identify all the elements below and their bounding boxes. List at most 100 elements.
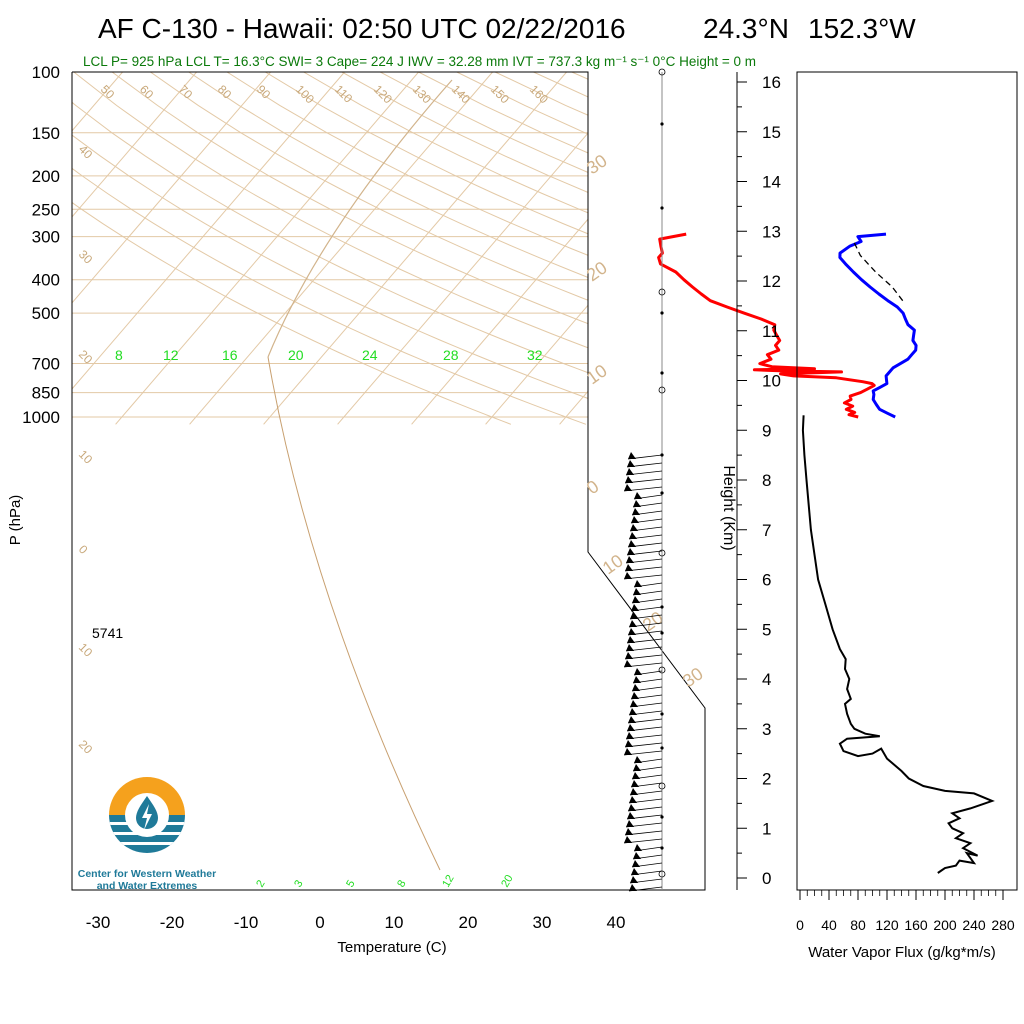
wind-dot xyxy=(660,122,664,126)
wind-barb-flag xyxy=(624,660,632,667)
logo-text-line1: Center for Western Weather xyxy=(78,868,216,880)
isotherm-line xyxy=(72,72,271,425)
wind-barb-flag xyxy=(633,676,641,683)
flux-tick-label: 280 xyxy=(991,917,1015,933)
mixing-ratio-line xyxy=(938,280,944,425)
height-tick-label: 16 xyxy=(762,73,781,92)
wind-barb-flag xyxy=(630,876,638,883)
skewt-frame xyxy=(71,71,706,891)
dry-adiabat-label: 140 xyxy=(449,82,473,106)
wind-barb-flag xyxy=(625,564,633,571)
wind-barb-flag xyxy=(631,868,639,875)
parcel-path-line xyxy=(267,79,453,358)
dry-adiabat-lines xyxy=(72,72,705,425)
mixing-ratio-label: 28 xyxy=(443,347,459,363)
wind-barb-flag xyxy=(627,460,635,467)
wind-barb-flag xyxy=(630,700,638,707)
calm-wind-marker xyxy=(658,386,666,394)
height-tick-label: 7 xyxy=(762,521,771,540)
height-tick-label: 12 xyxy=(762,272,781,291)
isotherm-line xyxy=(856,72,1024,424)
dry-adiabat-line xyxy=(226,72,705,425)
temperature-tick-labels: -30 -20 -10 0 10 20 30 40 xyxy=(86,913,626,932)
dry-adiabat-label: 50 xyxy=(98,82,118,102)
temperature-tick-label: 40 xyxy=(607,913,626,932)
height-500-label: 5741 xyxy=(92,625,123,641)
temperature-tick-label: -30 xyxy=(86,913,111,932)
right-isotherm-labels: 30 20 10 0 10 20 30 xyxy=(583,150,707,691)
left-isotherm-label: 40 xyxy=(76,142,96,162)
sounding-series xyxy=(657,232,918,419)
temperature-tick-label: 10 xyxy=(385,913,404,932)
wind-barb-flag xyxy=(634,844,642,851)
mixing-ratio-line xyxy=(740,280,768,425)
vapor-flux-frame xyxy=(796,71,1018,891)
right-isotherm-label: 0 xyxy=(583,476,603,498)
mixing-ratio-line xyxy=(954,280,959,425)
lightning-icon xyxy=(142,804,152,830)
wind-barb-flag xyxy=(626,644,634,651)
mixing-ratio-label: 32 xyxy=(527,347,543,363)
right-isotherm-label: 10 xyxy=(583,360,611,388)
wind-dot xyxy=(660,631,664,635)
mixing-ratio-bottom-label: 3 xyxy=(292,878,305,889)
wind-barb-flag xyxy=(625,828,633,835)
dry-adiabat-label: 70 xyxy=(176,82,196,102)
height-tick-label: 5 xyxy=(762,620,771,639)
height-tick-label: 10 xyxy=(762,372,781,391)
wind-barb-flag xyxy=(631,516,639,523)
vapor-flux-series xyxy=(801,415,995,874)
wind-dot xyxy=(660,371,664,375)
pressure-tick-label: 1000 xyxy=(22,408,60,427)
height-tick-label: 2 xyxy=(762,770,771,789)
mixing-ratio-bottom-labels: 2 3 5 8 12 20 xyxy=(254,873,516,890)
temperature-axis-label: Temperature (C) xyxy=(337,939,446,956)
wind-barb-flag xyxy=(631,780,639,787)
dry-adiabat-label: 130 xyxy=(410,82,434,106)
wind-dot xyxy=(660,206,664,210)
wind-dot xyxy=(660,491,664,495)
calm-wind-marker xyxy=(658,782,666,790)
right-isotherm-label: 30 xyxy=(583,150,611,178)
temperature-tick-label: -10 xyxy=(234,913,259,932)
wind-barb-flag xyxy=(627,548,635,555)
height-axis-label: Height (Km) xyxy=(720,465,737,550)
isotherm-line xyxy=(485,72,705,425)
height-tick-label: 15 xyxy=(762,123,781,142)
wind-barb-flag xyxy=(633,588,641,595)
mixing-ratio-labels: 8 12 16 20 24 28 32 xyxy=(115,347,543,363)
wind-barb-flag xyxy=(634,580,642,587)
vapor-flux-tick-labels: 0 40 80 120 160 200 240 280 xyxy=(796,890,1015,933)
dry-adiabat-line xyxy=(456,72,705,425)
flux-tick-label: 40 xyxy=(821,917,837,933)
wind-dot xyxy=(660,712,664,716)
right-isotherm-label: 10 xyxy=(599,550,627,578)
wind-barbs xyxy=(623,68,666,892)
pressure-tick-label: 700 xyxy=(32,355,60,374)
dry-adiabat-line xyxy=(379,72,705,425)
dry-adiabat-line xyxy=(72,72,587,425)
wind-barb-flag xyxy=(631,604,639,611)
wind-barb-flag xyxy=(626,556,634,563)
wind-barb-flag xyxy=(625,476,633,483)
height-tick-label: 4 xyxy=(762,670,771,689)
mixing-ratio-line xyxy=(791,280,814,425)
right-isotherm-label: 20 xyxy=(639,607,667,635)
wind-dot xyxy=(660,815,664,819)
pressure-tick-labels: 100 150 200 250 300 400 500 700 850 1000 xyxy=(22,63,60,427)
wind-barb-flag xyxy=(627,812,635,819)
dry-adiabat-line xyxy=(72,72,662,425)
wind-barb-flag xyxy=(633,500,641,507)
height-tick-label: 0 xyxy=(762,869,771,888)
wind-barb-flag xyxy=(624,748,632,755)
flux-tick-label: 160 xyxy=(904,917,928,933)
wind-barb-flag xyxy=(628,540,636,547)
wind-dot xyxy=(660,453,664,457)
wind-barb-flag xyxy=(631,692,639,699)
dry-adiabat-label: 100 xyxy=(293,82,317,106)
logo-text-line2: and Water Extremes xyxy=(97,880,198,892)
temperature-tick-label: 20 xyxy=(459,913,478,932)
mixing-ratio-line xyxy=(919,280,928,425)
flux-tick-label: 120 xyxy=(875,917,899,933)
